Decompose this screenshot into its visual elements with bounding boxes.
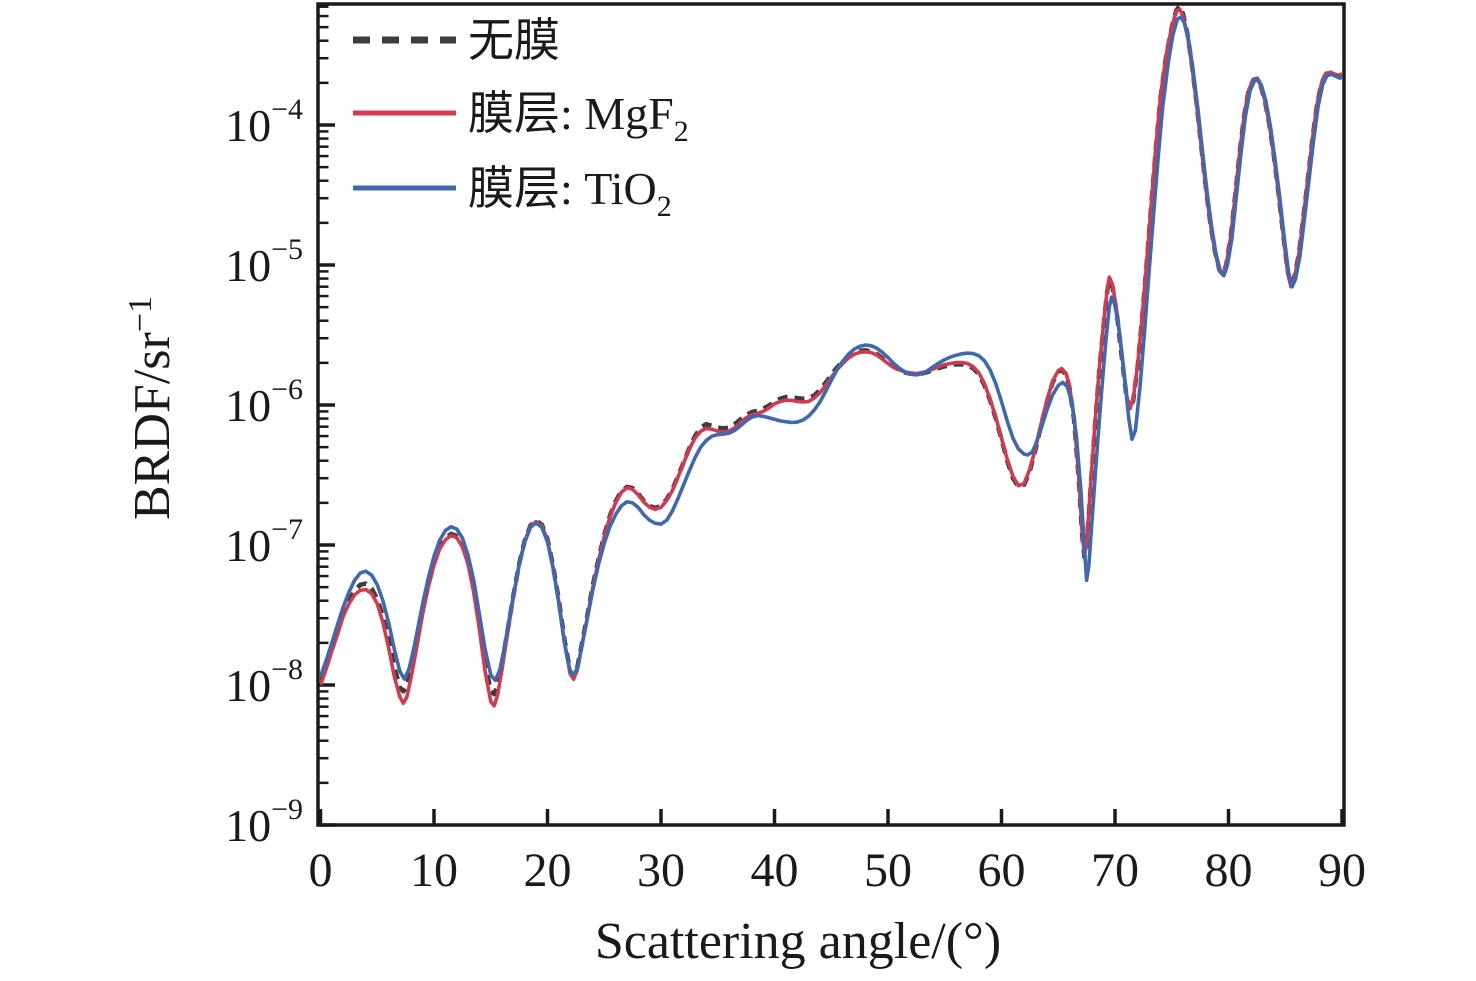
x-tick-label: 30 [637,844,685,897]
x-tick-label: 70 [1091,844,1139,897]
x-tick-label: 90 [1318,844,1366,897]
y-tick-label: 10−6 [225,373,303,431]
y-axis-title-base: BRDF/sr [124,332,182,521]
x-tick-label: 40 [751,844,799,897]
y-tick-label: 10−7 [225,513,303,571]
y-tick-label: 10−8 [225,653,303,711]
x-tick-label: 10 [410,844,458,897]
x-tick-label: 60 [978,844,1026,897]
plot-frame [316,2,1346,827]
y-axis-title-exponent: −1 [121,295,159,333]
x-axis: 0 10 20 30 40 50 60 70 80 90 [309,809,1366,897]
x-axis-title: Scattering angle/(°) [594,913,1002,970]
legend-label-1: 膜层: MgF2 [468,88,689,148]
x-tick-label: 50 [864,844,912,897]
y-tick-label: 10−9 [225,793,303,851]
y-tick-label: 10−5 [225,233,303,291]
series-line-2 [320,15,1342,683]
y-tick-label: 10−4 [225,93,303,151]
x-tick-label: 80 [1205,844,1253,897]
legend-label-2: 膜层: TiO2 [468,163,672,223]
x-tick-label: 0 [309,844,333,897]
x-tick-label: 20 [524,844,572,897]
legend-label-0: 无膜 [468,15,560,66]
y-axis-title: BRDF/sr−1 [122,98,182,718]
y-axis: 10−4 10−5 10−6 10−7 10−8 10−9 [225,5,335,851]
series-group [320,5,1342,708]
